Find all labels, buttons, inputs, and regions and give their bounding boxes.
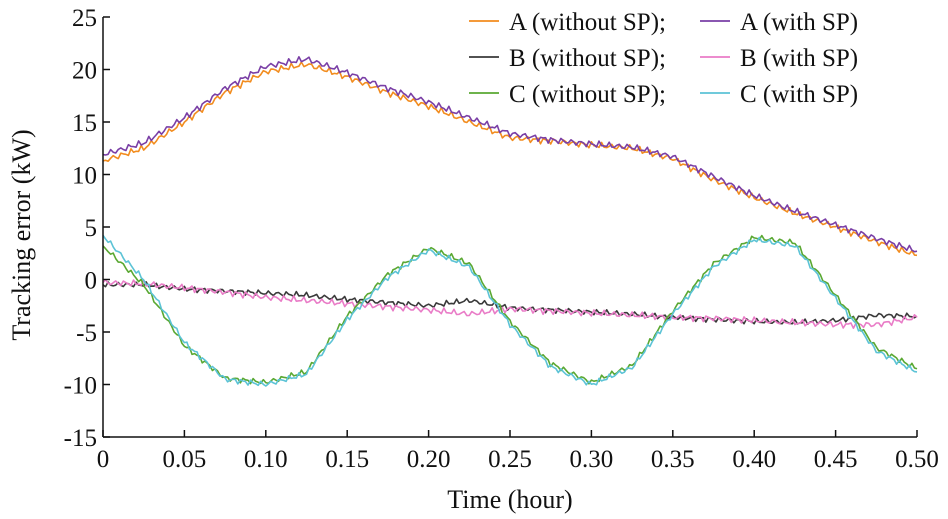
y-axis-title: Tracking error (kW) xyxy=(7,129,36,340)
y-tick-label: 15 xyxy=(72,110,97,137)
x-tick-label: 0.45 xyxy=(814,446,858,473)
y-tick-label: -5 xyxy=(76,320,97,347)
y-tick-label: -15 xyxy=(64,425,97,452)
y-tick-label: 25 xyxy=(72,5,97,32)
y-tick-label: 10 xyxy=(72,163,97,190)
legend-label-5: C (without SP); xyxy=(509,81,666,108)
x-tick-label: 0.40 xyxy=(732,446,776,473)
x-axis-title: Time (hour) xyxy=(447,485,572,514)
series-line-5 xyxy=(102,234,918,385)
x-tick-label: 0.35 xyxy=(651,446,695,473)
plot-lines xyxy=(102,56,918,387)
legend-label-3: B (without SP); xyxy=(509,45,666,72)
series-line-4 xyxy=(102,278,918,329)
x-tick-label: 0.05 xyxy=(163,446,207,473)
x-tick-label: 0.25 xyxy=(488,446,532,473)
ticks: 0 0.05 0.10 0.15 0.20 0.25 0.30 0.35 0.40 0.45 0.5… xyxy=(64,5,939,473)
legend-label-2: A (with SP) xyxy=(740,9,858,36)
y-tick-label: 20 xyxy=(72,58,97,85)
legend-label-6: C (with SP) xyxy=(740,81,858,108)
series-line-2 xyxy=(102,56,918,253)
series-line-6 xyxy=(102,234,918,387)
x-tick-label: 0.15 xyxy=(325,446,369,473)
y-tick-label: 5 xyxy=(85,215,98,242)
x-tick-label: 0.10 xyxy=(244,446,288,473)
y-tick-label: 0 xyxy=(85,268,98,295)
x-tick-label: 0 xyxy=(97,446,110,473)
legend: A (without SP); A (with SP) B (without SP)… xyxy=(469,9,858,108)
x-tick-label: 0.50 xyxy=(895,446,939,473)
x-tick-label: 0.30 xyxy=(570,446,614,473)
x-tick-label: 0.20 xyxy=(407,446,451,473)
y-tick-label: -10 xyxy=(64,373,97,400)
legend-label-4: B (with SP) xyxy=(740,45,858,72)
axes xyxy=(102,17,917,438)
series-line-3 xyxy=(102,281,918,325)
legend-label-1: A (without SP); xyxy=(509,9,666,36)
